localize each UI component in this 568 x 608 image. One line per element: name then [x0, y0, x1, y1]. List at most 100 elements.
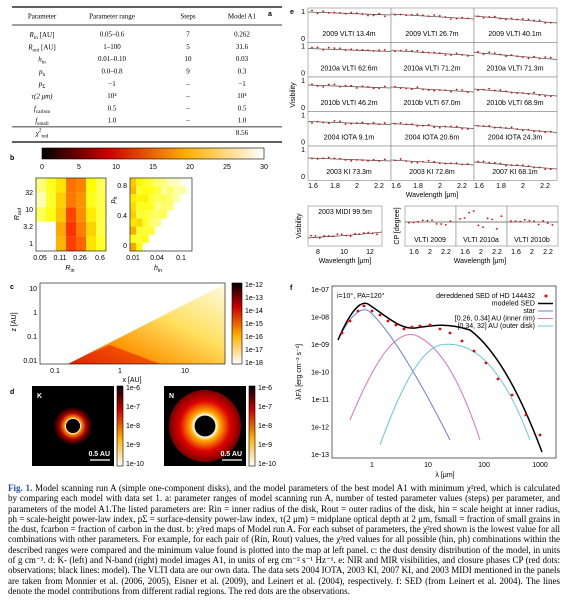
- heatmap-cell: [179, 178, 186, 187]
- obs-dot: [344, 12, 347, 15]
- heatmap-cell: [66, 178, 76, 193]
- obs-dot: [499, 53, 502, 56]
- x-tick-label: 8: [316, 249, 320, 256]
- baseline-label: 2004 IOTA 24.3m: [488, 134, 543, 141]
- y-axis-label: ph: [110, 197, 120, 205]
- obs-dot: [318, 237, 321, 239]
- heatmap-cell: [96, 207, 106, 222]
- obs-dot: [327, 156, 330, 159]
- x-axis-label: hin: [154, 265, 162, 275]
- obs-dot: [421, 219, 424, 222]
- vis-panel: [473, 42, 558, 78]
- table-cell: fcarbon: [34, 104, 51, 115]
- heatmap-cell: [130, 210, 137, 219]
- obs-dot: [444, 16, 447, 18]
- heatmap-cell: [130, 186, 137, 195]
- heatmap-cell: [136, 178, 143, 187]
- obs-dot: [327, 11, 330, 14]
- model-line: [473, 88, 558, 97]
- obs-dot: [412, 221, 415, 224]
- heatmap-cell: [130, 178, 137, 187]
- baseline-label: 2009 VLTI 26.7m: [405, 31, 458, 38]
- obs-dot: [450, 18, 452, 20]
- heatmap-cell: [76, 192, 86, 208]
- heatmap-cell: [86, 192, 96, 208]
- table-cell: 7: [186, 31, 190, 39]
- inner-rim-curve: [349, 333, 481, 441]
- baseline-label: 2009 VLTI 40.1m: [488, 31, 541, 38]
- x-tick-label: 2.2: [492, 249, 502, 256]
- colorbar-label: 1e-15: [245, 321, 263, 328]
- panel-label: f: [290, 285, 293, 292]
- obs-dot: [367, 14, 369, 17]
- obs-dot: [322, 157, 325, 160]
- obs-dot: [361, 49, 364, 51]
- obs-dot: [339, 85, 341, 88]
- x-tick-label: 2: [428, 249, 432, 256]
- obs-dot: [410, 88, 413, 91]
- obs-dot: [500, 215, 503, 218]
- obs-dot: [466, 163, 469, 165]
- x-tick-label: 1: [118, 368, 122, 375]
- obs-dot: [367, 231, 370, 234]
- y-axis-label: Rout: [14, 207, 24, 220]
- obs-dot: [358, 233, 361, 236]
- caption: Fig. 1. Model scanning run A (simple one…: [8, 483, 560, 596]
- table-cell: −1: [108, 80, 116, 88]
- legend-dot: [544, 294, 548, 298]
- heatmap-cell: [46, 236, 56, 251]
- heatmap-cell: [173, 194, 180, 203]
- obs-dot: [444, 54, 447, 56]
- obs-dot: [538, 166, 541, 169]
- obs-dot: [405, 160, 408, 162]
- obs-dot: [394, 85, 396, 88]
- obs-dot: [488, 15, 491, 18]
- obs-dot: [510, 126, 513, 129]
- obs-dot: [327, 235, 330, 237]
- table-cell: 10⁴: [237, 92, 247, 100]
- text-part: h: [42, 72, 45, 78]
- obs-dot: [472, 210, 475, 212]
- text-part: 2: [39, 128, 42, 134]
- x-tick-label: 2.2: [374, 183, 384, 190]
- baseline-label: 2010a VLTI 62.6m: [320, 65, 377, 72]
- model-line: [390, 86, 475, 93]
- obs-dot: [417, 221, 420, 223]
- obs-dot: [544, 131, 547, 134]
- heatmap-cell: [86, 207, 96, 222]
- obs-dot: [311, 83, 313, 86]
- obs-dot: [383, 15, 386, 18]
- heatmap-cell: [161, 178, 168, 187]
- heatmap-cell: [161, 210, 168, 219]
- obs-dot: [493, 161, 496, 164]
- model-line: [307, 11, 392, 16]
- y-tick-label: 0.8: [117, 183, 127, 190]
- obs-dot: [482, 16, 485, 19]
- heatmap-cell: [46, 207, 56, 222]
- obs-dot: [533, 130, 535, 133]
- heatmap-cell: [36, 207, 46, 222]
- text-part: R: [27, 43, 33, 51]
- obs-dot: [378, 313, 382, 317]
- heatmap-cell: [154, 194, 161, 203]
- y-tick-label: 1: [301, 147, 305, 154]
- obs-dot: [422, 51, 424, 53]
- colorbar-label: 1e-16: [245, 334, 263, 341]
- obs-dot: [361, 159, 364, 162]
- obs-dot: [488, 161, 491, 164]
- heatmap-cell: [96, 221, 106, 237]
- heatmap-cell: [96, 192, 106, 208]
- obs-dot: [383, 158, 386, 161]
- table-header: Steps: [180, 13, 195, 21]
- obs-dot: [433, 14, 436, 16]
- table-cell: 0.5: [238, 104, 247, 112]
- table-cell: 10: [185, 55, 193, 63]
- obs-dot: [344, 159, 347, 161]
- y-tick-label: 0.4: [117, 213, 127, 220]
- obs-dot: [399, 49, 402, 52]
- obs-dot: [533, 220, 535, 223]
- heatmap-cell: [148, 186, 155, 195]
- obs-dot: [345, 234, 348, 237]
- model-line: [390, 123, 475, 129]
- text-part: p: [38, 80, 43, 88]
